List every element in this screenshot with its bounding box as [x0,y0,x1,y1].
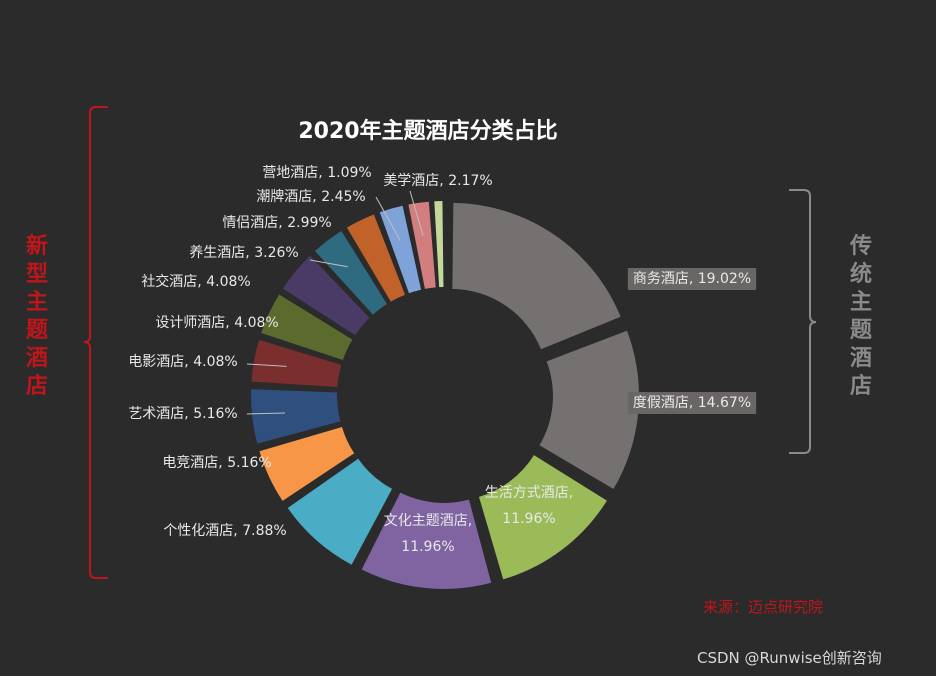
slice-- [408,201,436,289]
slice-- [452,202,621,350]
data-label--: 情侣酒店, 2.99% [222,215,331,231]
data-label--: 设计师酒店, 4.08% [155,315,278,331]
data-label--: 商务酒店, 19.02% [633,271,751,287]
slice-- [346,214,406,302]
leader-lines [246,190,424,415]
data-label--: 艺术酒店, 5.16% [128,406,237,422]
slice-- [287,458,393,565]
leader-line [246,412,286,415]
data-label--: 美学酒店, 2.17% [383,173,492,189]
slice-- [259,426,355,501]
slice-- [251,339,342,387]
slice-- [478,455,607,580]
data-label--: 电影酒店, 4.08% [128,354,237,370]
left-group-bracket [83,106,108,579]
right-group-label: 传统主题酒店 [849,234,872,399]
slice-- [434,201,444,288]
data-label-box [627,268,757,290]
leader-line [309,259,348,268]
data-label--: 文化主题酒店, 11.96% [384,513,472,555]
data-label--: 养生酒店, 3.26% [189,245,298,261]
slice-- [261,294,353,360]
left-group-label: 新型主题酒店 [25,234,48,399]
chart-title: 2020年主题酒店分类占比 [298,119,558,144]
data-label-box [627,392,757,414]
watermark: CSDN @Runwise创新咨询 [697,649,882,667]
slice-- [361,492,492,589]
data-label--: 度假酒店, 14.67% [633,395,751,411]
right-group-bracket [789,189,817,454]
slice-- [282,255,370,336]
data-label--: 潮牌酒店, 2.45% [256,188,365,205]
slice-- [539,330,639,490]
slice-- [315,231,387,315]
data-label--: 生活方式酒店, 11.96% [485,485,573,527]
source-note: 来源：迈点研究院 [703,598,824,616]
leader-line [409,190,424,236]
data-label--: 电竞酒店, 5.16% [162,454,271,471]
data-label--: 社交酒店, 4.08% [141,273,250,290]
leader-line [375,196,401,241]
donut-slices [251,201,639,589]
leader-line [246,363,287,367]
data-label--: 营地酒店, 1.09% [262,165,371,181]
slice-- [379,205,422,294]
data-labels: 商务酒店, 19.02% 度假酒店, 14.67% 生活方式酒店, 11.96% 文化主… [128,165,757,555]
slice-- [251,389,341,444]
data-label--: 个性化酒店, 7.88% [163,523,286,539]
